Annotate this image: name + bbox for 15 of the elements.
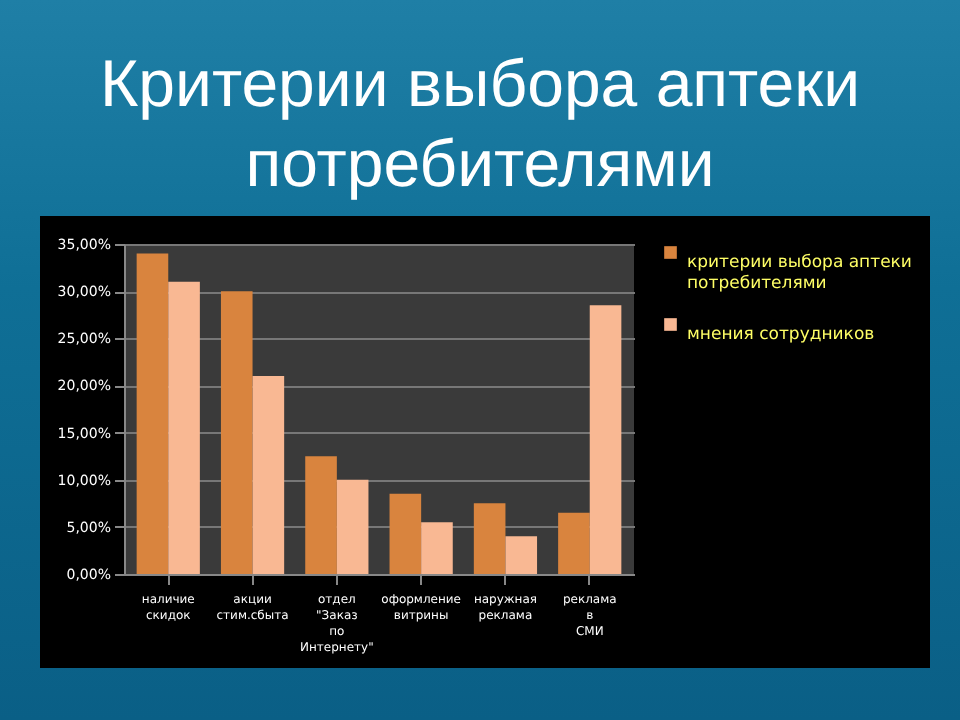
bar: [473, 503, 506, 574]
bar: [589, 305, 622, 574]
legend-label: мнения сотрудников: [687, 324, 875, 345]
bar: [421, 522, 453, 574]
bar: [168, 281, 200, 574]
bar: [389, 493, 422, 574]
bar: [136, 253, 169, 574]
bar: [558, 512, 590, 574]
bar: [336, 479, 369, 574]
bar: [505, 536, 538, 574]
legend-label: критерии выбора аптеки потребителями: [687, 252, 912, 294]
bar: [305, 456, 337, 574]
chart-title: Критерии выбора аптеки потребителями: [97, 44, 863, 204]
bar: [220, 291, 253, 574]
bar: [252, 376, 285, 574]
